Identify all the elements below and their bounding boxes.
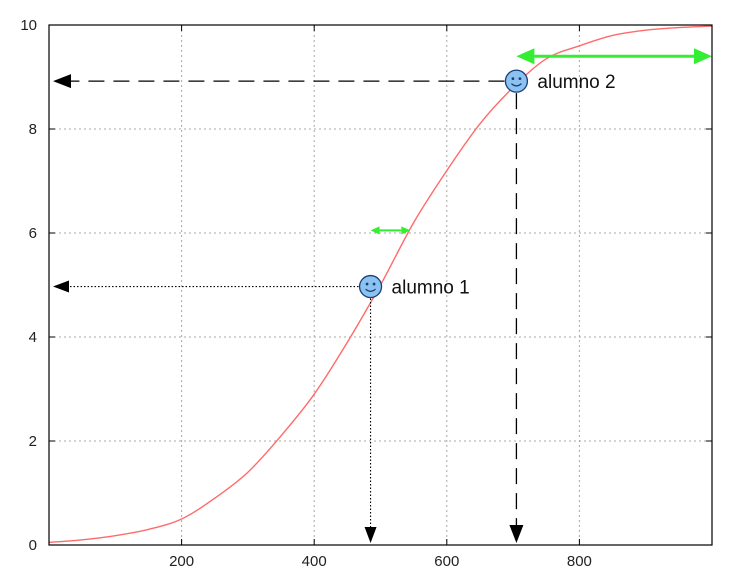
y-tick-label: 4 xyxy=(29,329,37,346)
smiley-icon xyxy=(504,69,529,93)
y-tick-label: 8 xyxy=(29,121,37,138)
arrow-head-down xyxy=(364,527,377,543)
y-tick-label: 0 xyxy=(29,537,37,554)
smiley-eye xyxy=(518,77,522,81)
axis-ticks: 200 400 600 800 0 2 4 6 8 10 xyxy=(20,17,712,570)
smiley-icon xyxy=(358,274,383,299)
smiley-eye xyxy=(511,77,515,81)
grid-lines xyxy=(49,25,712,545)
arrow-head-left xyxy=(53,74,71,89)
annotation-label: alumno 1 xyxy=(392,278,470,299)
x-tick-label: 400 xyxy=(302,553,327,570)
range-arrows xyxy=(370,48,712,235)
x-tick-label: 600 xyxy=(434,553,459,570)
range-arrow-head-left xyxy=(516,48,535,65)
y-tick-label: 6 xyxy=(29,225,37,242)
y-tick-label: 10 xyxy=(20,17,37,34)
smiley-mouth xyxy=(510,83,522,87)
plot-frame xyxy=(48,24,713,546)
y-tick-label: 2 xyxy=(29,433,37,450)
smiley-eye xyxy=(372,282,376,286)
x-tick-label: 800 xyxy=(567,553,592,570)
smiley-mouth xyxy=(365,288,376,292)
projection-guides xyxy=(53,74,524,543)
smiley-face xyxy=(504,69,529,93)
x-tick-label: 200 xyxy=(169,553,194,570)
annotation-label: alumno 2 xyxy=(537,72,615,93)
student-markers: alumno 1 alumno 2 xyxy=(358,69,616,299)
range-arrow-head-left xyxy=(370,226,380,235)
smiley-eye xyxy=(365,282,369,286)
range-arrow-head-right xyxy=(694,48,712,65)
range-arrow-head-right xyxy=(401,226,411,235)
arrow-head-down xyxy=(509,525,524,543)
arrow-head-left xyxy=(53,280,69,293)
smiley-face xyxy=(358,274,383,299)
